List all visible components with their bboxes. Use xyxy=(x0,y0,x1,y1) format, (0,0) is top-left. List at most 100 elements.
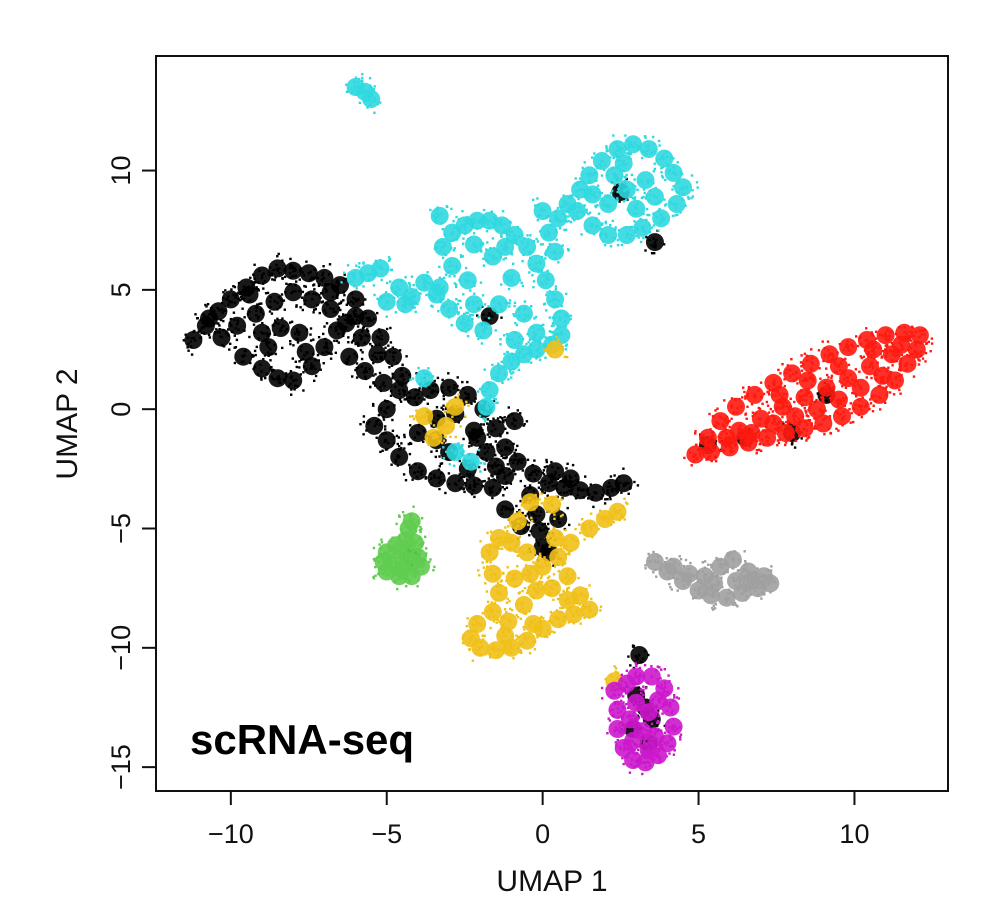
scatter-speck xyxy=(536,219,539,222)
scatter-speck xyxy=(440,462,444,465)
scatter-speck xyxy=(356,325,360,328)
scatter-speck xyxy=(573,207,576,211)
scatter-speck xyxy=(352,310,355,313)
scatter-speck xyxy=(652,182,655,185)
scatter-speck xyxy=(369,98,372,101)
scatter-speck xyxy=(436,414,440,417)
scatter-speck xyxy=(358,262,361,265)
scatter-speck xyxy=(362,275,365,278)
scatter-speck xyxy=(644,197,648,200)
scatter-speck xyxy=(767,385,771,388)
scatter-speck xyxy=(345,326,348,329)
scatter-speck xyxy=(252,273,255,276)
scatter-speck xyxy=(864,405,867,408)
scatter-speck xyxy=(442,425,445,429)
scatter-speck xyxy=(530,473,533,477)
scatter-speck xyxy=(534,508,538,512)
scatter-speck xyxy=(535,514,538,518)
scatter-speck xyxy=(492,643,495,646)
scatter-speck xyxy=(582,496,585,499)
scatter-speck xyxy=(545,293,548,297)
scatter-speck xyxy=(519,617,523,620)
scatter-speck xyxy=(322,346,326,349)
scatter-speck xyxy=(537,214,540,217)
scatter-speck xyxy=(538,580,541,583)
scatter-speck xyxy=(539,630,542,633)
scatter-speck xyxy=(633,197,636,201)
scatter-speck xyxy=(497,445,500,448)
scatter-speck xyxy=(884,333,887,337)
scatter-speck xyxy=(471,222,475,225)
scatter-speck xyxy=(266,342,270,345)
scatter-speck xyxy=(784,371,787,375)
scatter-speck xyxy=(882,375,885,379)
scatter-speck xyxy=(504,245,507,249)
scatter-speck xyxy=(290,291,293,295)
scatter-speck xyxy=(510,578,513,582)
scatter-speck xyxy=(432,214,436,217)
scatter-speck xyxy=(663,198,666,201)
scatter-speck xyxy=(384,425,387,428)
scatter-speck xyxy=(750,403,754,406)
scatter-speck xyxy=(513,314,516,318)
scatter-speck xyxy=(519,499,522,503)
scatter-speck xyxy=(523,353,526,356)
scatter-speck xyxy=(830,374,834,377)
scatter-speck xyxy=(466,617,469,620)
scatter-speck xyxy=(830,353,833,357)
scatter-speck xyxy=(519,602,523,606)
scatter-speck xyxy=(496,648,499,651)
scatter-speck xyxy=(554,211,558,214)
scatter-speck xyxy=(524,525,527,529)
scatter-speck xyxy=(436,376,440,380)
scatter-speck xyxy=(520,461,523,465)
scatter-speck xyxy=(659,218,662,221)
scatter-speck xyxy=(403,435,406,439)
scatter-speck xyxy=(795,376,799,380)
scatter-speck xyxy=(465,478,469,481)
scatter-speck xyxy=(491,363,494,367)
scatter-speck xyxy=(728,446,732,449)
scatter-speck xyxy=(571,463,575,467)
scatter-speck xyxy=(447,298,450,302)
scatter-speck xyxy=(720,416,724,420)
scatter-speck xyxy=(585,606,588,609)
scatter-speck xyxy=(291,290,295,293)
scatter-speck xyxy=(761,402,764,405)
scatter-speck xyxy=(431,305,434,308)
scatter-speck xyxy=(279,327,282,330)
scatter-speck xyxy=(463,325,466,328)
scatter-speck xyxy=(809,395,813,399)
scatter-speck xyxy=(545,549,549,553)
scatter-speck xyxy=(391,287,394,290)
scatter-speck xyxy=(442,446,445,449)
scatter-speck xyxy=(616,144,619,148)
scatter-speck xyxy=(538,527,541,530)
scatter-speck xyxy=(465,393,469,396)
scatter-speck xyxy=(810,424,813,427)
scatter-speck xyxy=(442,457,445,460)
scatter-speck xyxy=(782,392,785,395)
scatter-speck xyxy=(532,499,535,502)
scatter-speck xyxy=(566,314,569,318)
scatter-speck xyxy=(362,90,365,93)
scatter-speck xyxy=(641,225,645,228)
scatter-speck xyxy=(842,348,846,351)
scatter-speck xyxy=(497,364,500,367)
scatter-speck xyxy=(466,324,470,327)
scatter-speck xyxy=(923,328,926,331)
scatter-speck xyxy=(468,221,471,224)
scatter-speck xyxy=(500,310,503,313)
scatter-speck xyxy=(444,407,448,411)
scatter-speck xyxy=(533,331,536,334)
scatter-speck xyxy=(646,149,649,152)
scatter-speck xyxy=(642,236,645,240)
scatter-speck xyxy=(623,189,626,192)
scatter-speck xyxy=(414,301,417,304)
scatter-speck xyxy=(267,271,270,274)
scatter-speck xyxy=(615,479,619,482)
scatter-speck xyxy=(381,383,384,386)
scatter-speck xyxy=(725,421,728,425)
scatter-speck xyxy=(738,397,741,401)
scatter-speck xyxy=(357,265,361,269)
